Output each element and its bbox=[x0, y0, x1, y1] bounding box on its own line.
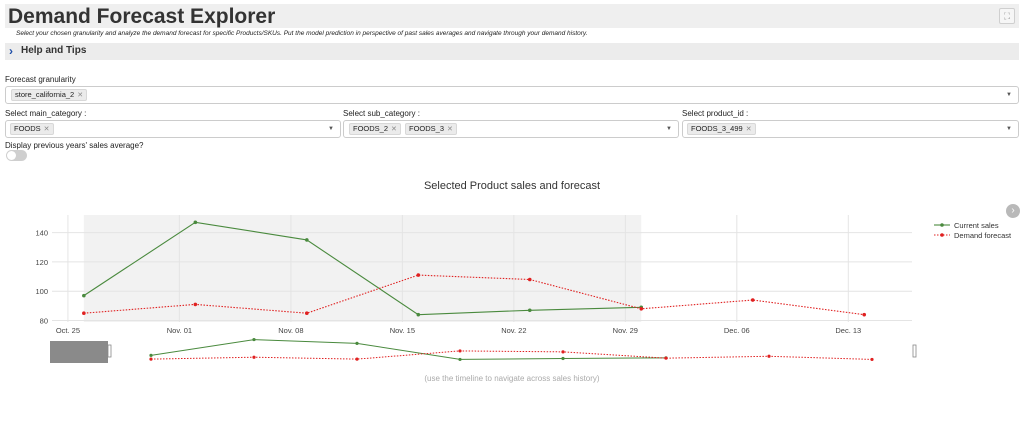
legend-marker bbox=[940, 233, 944, 237]
chevron-down-icon[interactable]: ▼ bbox=[666, 126, 672, 132]
x-tick-label: Nov. 15 bbox=[390, 326, 415, 335]
page-subtitle: Select your chosen granularity and analy… bbox=[16, 30, 588, 37]
series-point bbox=[416, 312, 421, 317]
main-category-label: Select main_category : bbox=[5, 109, 87, 118]
legend-marker bbox=[940, 223, 944, 227]
series-point bbox=[193, 220, 198, 225]
chevron-right-icon: › bbox=[9, 44, 13, 58]
chevron-right-icon[interactable]: › bbox=[1006, 204, 1020, 218]
series-point bbox=[305, 311, 309, 316]
product-id-label: Select product_id : bbox=[682, 109, 749, 118]
series-point bbox=[193, 302, 198, 307]
help-tips-expander[interactable]: › Help and Tips bbox=[5, 43, 1019, 60]
y-tick-label: 100 bbox=[35, 287, 48, 296]
chevron-down-icon[interactable]: ▼ bbox=[1006, 126, 1012, 132]
x-tick-label: Nov. 01 bbox=[167, 326, 192, 335]
y-tick-label: 140 bbox=[35, 229, 48, 238]
range-series-point bbox=[767, 354, 771, 358]
series-line bbox=[83, 221, 642, 316]
shaded-range bbox=[83, 215, 642, 322]
series-point bbox=[862, 312, 867, 317]
chip-label: FOODS_3 bbox=[409, 124, 445, 133]
range-series-point bbox=[149, 353, 153, 357]
main-plot: 80 100 120 140 Oct. 25 Nov. 01 Nov. 08 Nov. 15 N… bbox=[35, 215, 912, 335]
sub-category-chip[interactable]: FOODS_3 ✕ bbox=[405, 123, 457, 135]
range-series-point bbox=[252, 355, 256, 359]
y-tick-label: 80 bbox=[40, 317, 48, 326]
series-point bbox=[750, 298, 755, 302]
sub-category-label: Select sub_category : bbox=[343, 109, 420, 118]
x-tick-label: Nov. 08 bbox=[278, 326, 303, 335]
series-point bbox=[416, 273, 421, 277]
sales-average-toggle[interactable] bbox=[6, 150, 27, 161]
remove-chip-icon[interactable]: ✕ bbox=[447, 126, 453, 133]
product-id-select[interactable]: FOODS_3_499 ✕ ▼ bbox=[682, 120, 1019, 138]
chip-label: FOODS_2 bbox=[353, 124, 389, 133]
x-tick-label: Nov. 29 bbox=[613, 326, 638, 335]
range-series-point bbox=[355, 357, 359, 361]
chip-label: FOODS_3_499 bbox=[691, 124, 743, 133]
remove-chip-icon[interactable]: ✕ bbox=[43, 126, 50, 133]
series-point bbox=[527, 277, 532, 282]
range-slider[interactable] bbox=[50, 337, 917, 363]
granularity-label: Forecast granularity bbox=[5, 75, 76, 84]
series-line bbox=[83, 274, 865, 316]
page-title: Demand Forecast Explorer bbox=[8, 5, 276, 28]
legend-label: Demand forecast bbox=[954, 231, 1012, 240]
series-point bbox=[527, 308, 532, 313]
y-tick-label: 120 bbox=[35, 258, 48, 267]
x-tick-label: Nov. 22 bbox=[501, 326, 526, 335]
help-tips-label: Help and Tips bbox=[21, 45, 87, 56]
legend-label: Current sales bbox=[954, 221, 999, 230]
range-series-line bbox=[150, 339, 667, 360]
sub-category-chip[interactable]: FOODS_2 ✕ bbox=[349, 123, 401, 135]
range-series-point bbox=[252, 337, 256, 342]
granularity-select[interactable]: store_california_2 ✕ ▼ bbox=[5, 86, 1019, 104]
range-series-point bbox=[355, 341, 359, 345]
title-bar: Demand Forecast Explorer ⛶ bbox=[5, 4, 1019, 28]
chart-title: Selected Product sales and forecast bbox=[423, 180, 601, 192]
sub-category-select[interactable]: FOODS_2 ✕ FOODS_3 ✕ ▼ bbox=[343, 120, 679, 138]
x-tick-label: Dec. 06 bbox=[724, 326, 750, 335]
x-tick-label: Oct. 25 bbox=[56, 326, 80, 335]
series-point bbox=[639, 307, 644, 311]
timeline-hint: (use the timeline to navigate across sal… bbox=[424, 374, 600, 383]
range-left-mask bbox=[50, 341, 108, 363]
range-left-handle bbox=[107, 344, 112, 358]
product-id-chip[interactable]: FOODS_3_499 ✕ bbox=[687, 123, 756, 135]
range-series-point bbox=[870, 357, 874, 362]
remove-chip-icon[interactable]: ✕ bbox=[745, 126, 752, 133]
main-category-chip[interactable]: FOODS ✕ bbox=[10, 123, 54, 135]
granularity-chip[interactable]: store_california_2 ✕ bbox=[11, 89, 88, 101]
chip-label: FOODS bbox=[14, 124, 41, 133]
toggle-label: Display previous years' sales average? bbox=[5, 141, 144, 150]
range-series-point bbox=[561, 350, 565, 354]
chevron-down-icon[interactable]: ▼ bbox=[1006, 92, 1012, 98]
chip-label: store_california_2 bbox=[15, 90, 75, 99]
series-point bbox=[305, 238, 309, 242]
toggle-knob bbox=[7, 151, 16, 160]
remove-chip-icon[interactable]: ✕ bbox=[77, 92, 84, 99]
range-series-point bbox=[458, 357, 462, 362]
range-series-point bbox=[458, 349, 462, 353]
x-tick-label: Dec. 13 bbox=[835, 326, 861, 335]
chevron-down-icon[interactable]: ▼ bbox=[328, 126, 334, 132]
series-point bbox=[82, 311, 86, 316]
range-series-line bbox=[150, 350, 873, 360]
range-series-point bbox=[664, 356, 668, 360]
series-point bbox=[82, 293, 86, 298]
range-right-handle bbox=[912, 344, 917, 358]
range-series-point bbox=[149, 357, 153, 361]
main-category-select[interactable]: FOODS ✕ ▼ bbox=[5, 120, 341, 138]
remove-chip-icon[interactable]: ✕ bbox=[391, 126, 397, 133]
expand-icon[interactable]: ⛶ bbox=[999, 8, 1015, 24]
range-series-point bbox=[561, 356, 565, 361]
